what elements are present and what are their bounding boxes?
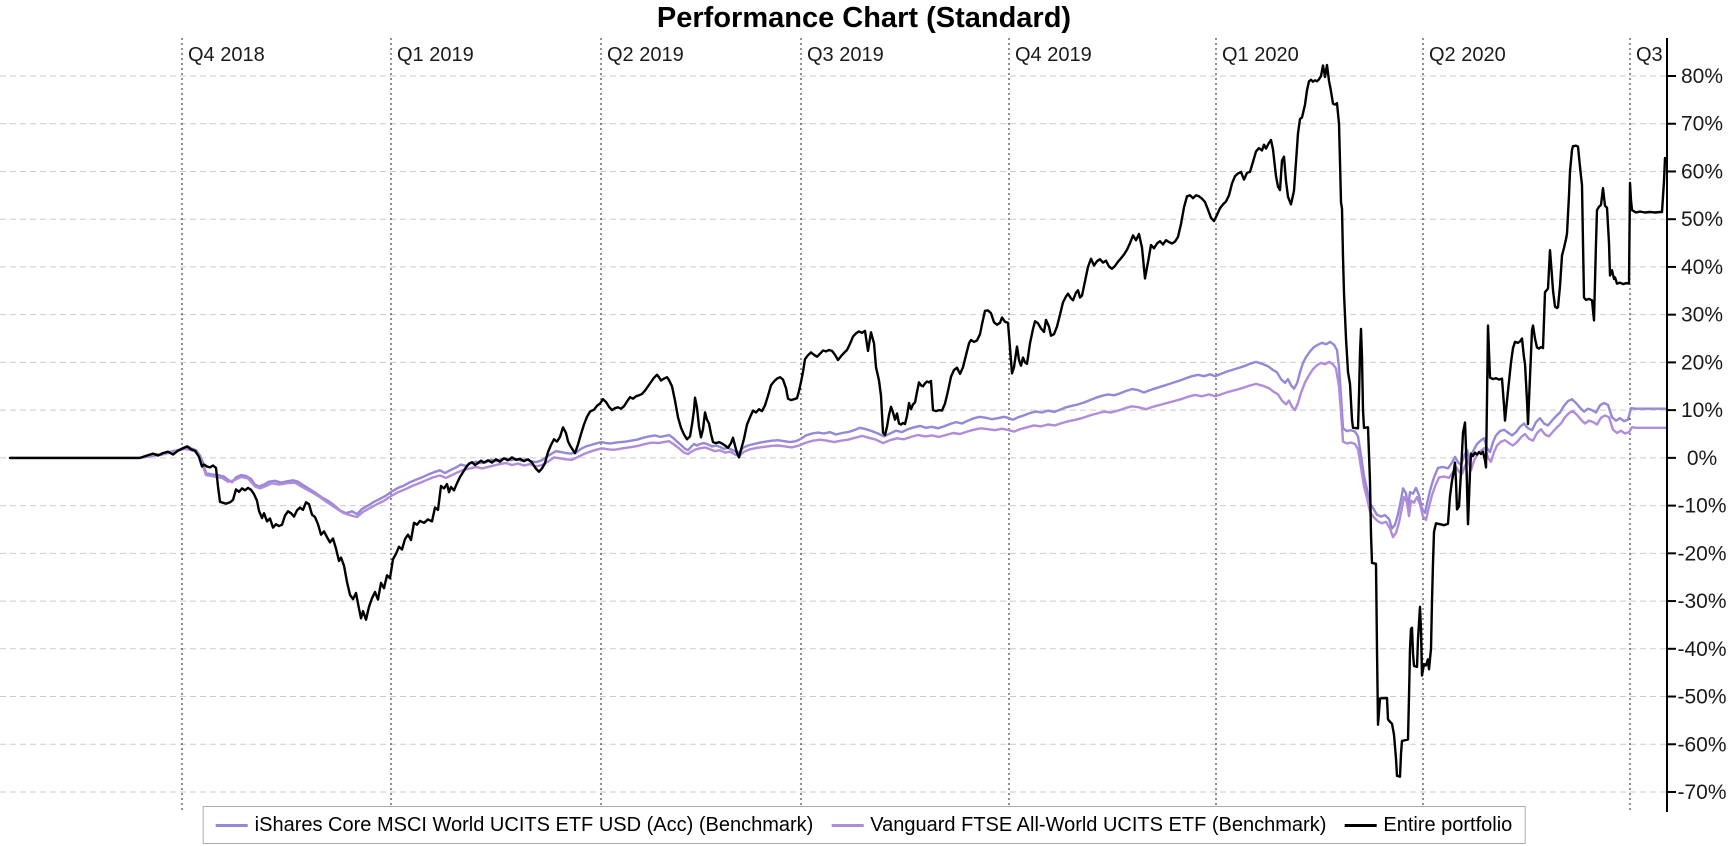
x-tick-label: Q4 2018 [188, 44, 265, 66]
series-line [8, 360, 1669, 539]
series-lines [8, 63, 1669, 778]
legend-item: Entire portfolio [1344, 814, 1512, 837]
y-tick-label: -20% [1677, 542, 1726, 565]
y-tick-label: 80% [1681, 65, 1723, 88]
x-tick-label: Q3 2019 [807, 44, 884, 66]
y-gridlines [0, 75, 1667, 793]
y-tick-label: 10% [1681, 399, 1723, 422]
y-tick-label: -50% [1677, 686, 1726, 709]
y-tick-label: -70% [1677, 781, 1726, 804]
y-tick-label: -30% [1677, 590, 1726, 613]
x-tick-label: Q3 2020 [1636, 44, 1713, 66]
y-tick-label: 30% [1681, 304, 1723, 327]
legend-item-label: Entire portfolio [1383, 813, 1513, 836]
y-axis [1666, 38, 1676, 812]
series-line [8, 340, 1669, 530]
y-tick-label: 20% [1681, 351, 1723, 374]
y-tick-label: 60% [1681, 160, 1723, 183]
legend-item-label: iShares Core MSCI World UCITS ETF USD (A… [254, 813, 814, 836]
x-tick-label: Q1 2020 [1222, 44, 1299, 66]
y-tick-label: -40% [1677, 638, 1726, 661]
x-gridlines [181, 38, 1631, 812]
legend-item: iShares Core MSCI World UCITS ETF USD (A… [215, 813, 814, 837]
legend-line-swatch [831, 823, 864, 827]
chart-title: Performance Chart (Standard) [656, 2, 1072, 34]
legend-item: Vanguard FTSE All-World UCITS ETF (Bench… [831, 814, 1326, 837]
legend-item-label: Vanguard FTSE All-World UCITS ETF (Bench… [870, 813, 1327, 836]
x-tick-label: Q1 2019 [397, 44, 474, 66]
y-tick-label: -10% [1677, 495, 1726, 518]
series-line [8, 63, 1669, 778]
y-tick-label: 70% [1681, 113, 1723, 136]
y-tick-label: 0% [1687, 447, 1717, 470]
y-tick-label: -60% [1677, 733, 1726, 756]
legend-line-swatch [215, 823, 248, 827]
x-tick-label: Q4 2019 [1015, 44, 1092, 66]
y-axis-labels: 80% 70% 60% 50% 40% 30% 20% 10% 0% -10% -20% -30% -4… [1677, 65, 1726, 804]
x-tick-label: Q2 2020 [1429, 44, 1506, 66]
x-tick-label: Q2 2019 [607, 44, 684, 66]
x-axis-labels: Q4 2018 Q1 2019 Q2 2019 Q3 2019 Q4 2019 Q1 20… [188, 44, 1713, 66]
legend: iShares Core MSCI World UCITS ETF USD (A… [202, 806, 1526, 844]
y-tick-label: 40% [1681, 256, 1723, 279]
y-tick-label: 50% [1681, 208, 1723, 231]
legend-line-swatch [1344, 823, 1377, 827]
